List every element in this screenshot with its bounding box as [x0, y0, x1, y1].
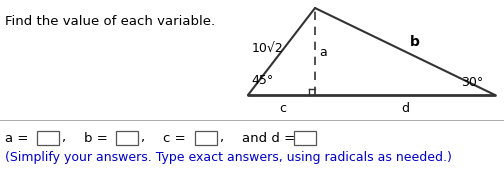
Text: 10√2: 10√2 [252, 41, 284, 55]
Text: ,: , [61, 132, 65, 144]
Text: ,: , [140, 132, 144, 144]
Bar [37, 131, 59, 145]
Bar [195, 131, 217, 145]
Text: 30°: 30° [461, 76, 483, 89]
Text: a =: a = [5, 132, 33, 144]
Text: (Simplify your answers. Type exact answers, using radicals as needed.): (Simplify your answers. Type exact answe… [5, 150, 452, 164]
Text: c =: c = [163, 132, 190, 144]
Bar [116, 131, 138, 145]
Text: ,: , [219, 132, 223, 144]
Text: 45°: 45° [251, 73, 273, 87]
Text: d: d [401, 101, 409, 115]
Bar [294, 131, 316, 145]
Text: c: c [280, 101, 286, 115]
Text: Find the value of each variable.: Find the value of each variable. [5, 15, 215, 28]
Text: b =: b = [84, 132, 112, 144]
Text: a: a [319, 46, 327, 58]
Text: b: b [410, 35, 420, 49]
Text: and d =: and d = [242, 132, 299, 144]
